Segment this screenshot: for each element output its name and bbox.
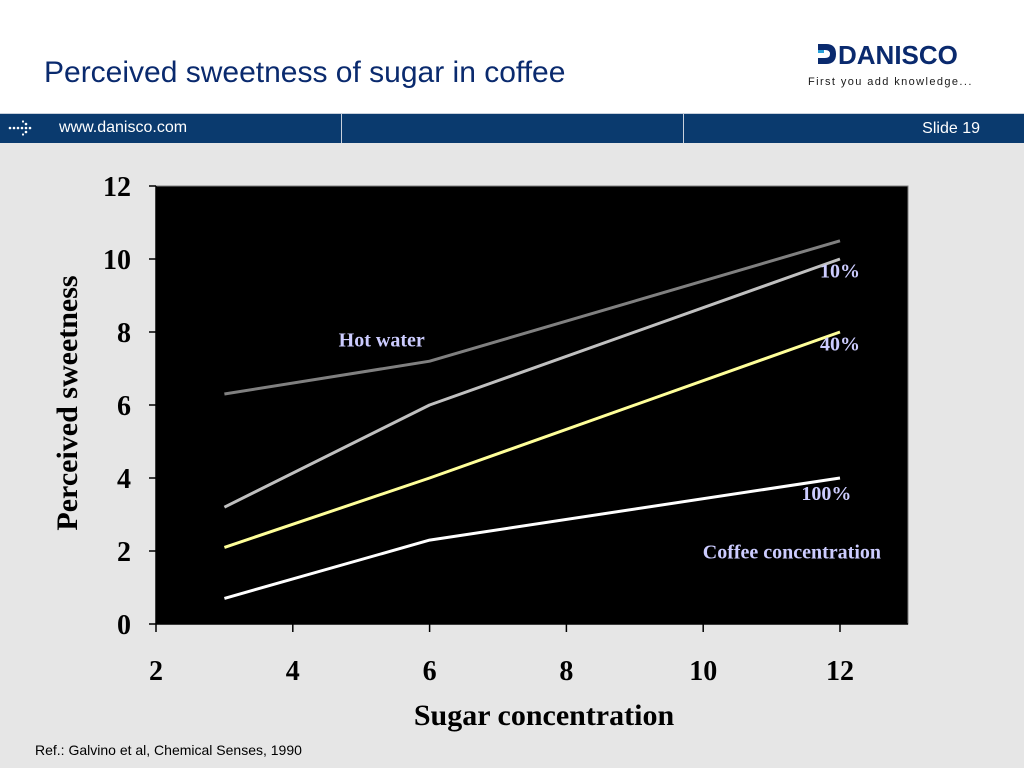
- logo-text: DANISCO: [838, 40, 958, 70]
- navigation-bar: www.danisco.com Slide 19: [0, 113, 1024, 143]
- y-tick-label: 6: [117, 391, 131, 422]
- annotation-label: Hot water: [339, 330, 425, 352]
- annotation-label: 40%: [820, 333, 860, 355]
- series-line-2: [223, 257, 841, 509]
- y-axis-label: Perceived sweetness: [51, 275, 84, 530]
- x-tick-label: 10: [689, 656, 717, 687]
- logo-tagline: First you add knowledge...: [808, 76, 973, 88]
- y-tick-label: 4: [117, 464, 131, 495]
- series-line-3: [223, 330, 841, 549]
- reference-note: Ref.: Galvino et al, Chemical Senses, 19…: [35, 742, 302, 758]
- x-tick-label: 4: [286, 656, 300, 687]
- website-link[interactable]: www.danisco.com: [59, 119, 188, 136]
- x-tick-label: 2: [149, 656, 163, 687]
- annotation-label: 10%: [820, 260, 860, 282]
- series-line-4: [223, 476, 841, 600]
- slide-content: 0 2 4 6 8 10 12 2 4 6 8 10 12 Sugar concentration Perc…: [0, 143, 1024, 768]
- x-axis-label: Sugar concentration: [414, 699, 675, 732]
- annotation-label: Coffee concentration: [703, 541, 881, 563]
- x-tick-label: 12: [826, 656, 854, 687]
- y-tick-label: 8: [117, 318, 131, 349]
- annotation-label: 100%: [801, 483, 851, 505]
- y-tick-label: 2: [117, 537, 131, 568]
- x-tick-label: 8: [559, 656, 573, 687]
- page-title: Perceived sweetness of sugar in coffee: [44, 56, 566, 89]
- slide-number: Slide 19: [922, 120, 980, 137]
- navbar-divider: [683, 114, 684, 143]
- x-tick-label: 6: [423, 656, 437, 687]
- y-tick-label: 10: [103, 245, 131, 276]
- dotted-arrow-icon: [8, 120, 32, 136]
- series-line-1: [224, 239, 841, 396]
- y-tick-label: 0: [117, 610, 131, 641]
- navbar-divider: [341, 114, 342, 143]
- danisco-d-mark-icon: [818, 44, 836, 64]
- y-tick-label: 12: [103, 172, 131, 203]
- danisco-logo: DANISCO First you add knowledge...: [806, 40, 996, 98]
